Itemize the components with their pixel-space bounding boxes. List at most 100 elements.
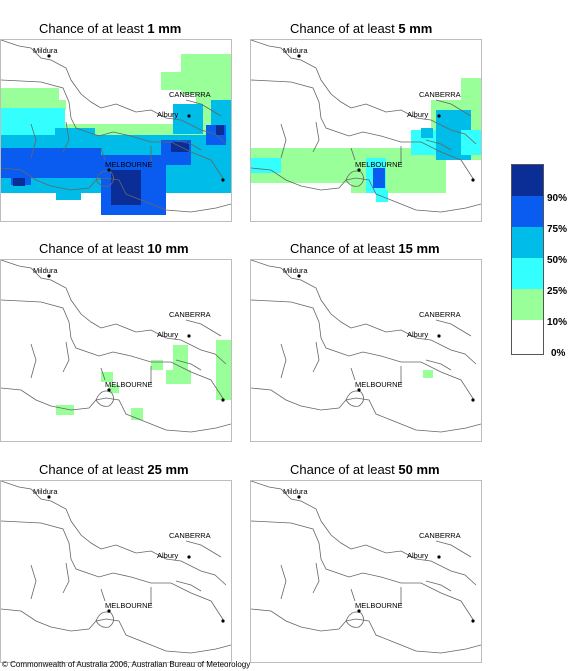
city-marker-melbourne xyxy=(357,609,361,613)
label-mildura: Mildura xyxy=(283,487,308,496)
city-marker-mildura xyxy=(47,274,51,278)
legend-swatch-10 xyxy=(512,289,543,320)
map-10mm: Mildura CANBERRA Albury MELBOURNE xyxy=(0,259,232,442)
act-region-line xyxy=(435,99,472,117)
port-phillip-bay xyxy=(95,611,114,628)
coastline xyxy=(251,167,481,213)
panel-title-50mm: Chance of at least 50 mm xyxy=(290,462,440,477)
legend-swatch-0 xyxy=(512,320,543,351)
probability-cell xyxy=(421,128,433,138)
coastline xyxy=(251,608,481,654)
city-marker-melbourne xyxy=(107,609,111,613)
panel-title-prefix: Chance of at least xyxy=(39,462,148,477)
panel-title-prefix: Chance of at least xyxy=(290,21,399,36)
probability-cell xyxy=(13,178,25,186)
panel-title-amount: 5 mm xyxy=(398,21,433,36)
city-marker-albury xyxy=(437,114,441,118)
panel-title-15mm: Chance of at least 15 mm xyxy=(290,241,440,256)
district-lines xyxy=(280,121,452,164)
legend-tick-10: 10% xyxy=(547,317,568,328)
label-canberra: CANBERRA xyxy=(169,310,211,319)
label-mildura: Mildura xyxy=(33,46,58,55)
region-line xyxy=(1,79,225,181)
legend-swatch-90 xyxy=(512,165,543,196)
act-region-line xyxy=(185,99,222,117)
probability-cell xyxy=(423,370,433,378)
color-legend xyxy=(511,164,544,355)
legend-tick-25: 25% xyxy=(547,286,568,297)
city-marker-albury xyxy=(187,555,191,559)
city-marker-eden xyxy=(471,398,475,402)
coastline xyxy=(1,387,231,433)
panel-title-amount: 25 mm xyxy=(147,462,189,477)
legend-tick-50: 50% xyxy=(547,255,568,266)
probability-cell xyxy=(126,190,138,204)
probability-cell xyxy=(161,72,191,90)
port-phillip-bay xyxy=(345,170,364,187)
act-region-line xyxy=(185,540,222,558)
city-marker-mildura xyxy=(47,495,51,499)
coastline xyxy=(1,608,231,654)
label-albury: Albury xyxy=(407,551,429,560)
district-lines xyxy=(280,562,452,605)
map-50mm: Mildura CANBERRA Albury MELBOURNE xyxy=(250,480,482,663)
city-marker-eden xyxy=(471,178,475,182)
label-melbourne: MELBOURNE xyxy=(355,380,403,389)
panel-title-5mm: Chance of at least 5 mm xyxy=(290,21,432,36)
label-canberra: CANBERRA xyxy=(419,310,461,319)
city-marker-melbourne xyxy=(357,388,361,392)
nsw-border-line xyxy=(251,40,477,145)
probability-cell xyxy=(461,130,481,155)
probability-cell xyxy=(109,385,119,393)
city-marker-mildura xyxy=(297,495,301,499)
act-region-line xyxy=(435,540,472,558)
probability-cell xyxy=(41,100,66,110)
panel-title-amount: 1 mm xyxy=(147,21,182,36)
city-marker-albury xyxy=(187,334,191,338)
district-lines xyxy=(280,341,452,384)
label-mildura: Mildura xyxy=(33,266,58,275)
label-melbourne: MELBOURNE xyxy=(105,380,153,389)
probability-cell xyxy=(216,340,231,400)
city-marker-melbourne xyxy=(107,168,111,172)
region-line xyxy=(251,520,475,622)
label-canberra: CANBERRA xyxy=(169,531,211,540)
label-mildura: Mildura xyxy=(283,266,308,275)
label-albury: Albury xyxy=(157,551,179,560)
panel-title-10mm: Chance of at least 10 mm xyxy=(39,241,189,256)
port-phillip-bay xyxy=(95,390,114,407)
panel-title-prefix: Chance of at least xyxy=(290,462,399,477)
city-marker-eden xyxy=(221,178,225,182)
label-mildura: Mildura xyxy=(33,487,58,496)
legend-swatch-75 xyxy=(512,196,543,227)
probability-cell xyxy=(56,405,74,415)
region-line xyxy=(1,299,225,401)
city-marker-albury xyxy=(437,555,441,559)
panel-title-prefix: Chance of at least xyxy=(39,241,148,256)
act-region-line xyxy=(185,319,222,337)
city-marker-mildura xyxy=(297,54,301,58)
legend-tick-90: 90% xyxy=(547,193,568,204)
label-melbourne: MELBOURNE xyxy=(355,601,403,610)
nsw-border-line xyxy=(1,260,227,365)
port-phillip-bay xyxy=(345,390,364,407)
city-marker-albury xyxy=(437,334,441,338)
map-1mm: Mildura CANBERRA Albury MELBOURNE xyxy=(0,39,232,222)
legend-tick-0: 0% xyxy=(551,348,566,359)
region-line xyxy=(251,299,475,401)
nsw-border-line xyxy=(1,40,227,145)
coastline xyxy=(251,387,481,433)
probability-cell xyxy=(373,168,385,188)
probability-cell xyxy=(216,125,224,135)
city-marker-melbourne xyxy=(107,388,111,392)
map-5mm: Mildura CANBERRA Albury MELBOURNE xyxy=(250,39,482,222)
panel-title-amount: 50 mm xyxy=(398,462,440,477)
act-region-line xyxy=(435,319,472,337)
probability-cell xyxy=(101,372,113,382)
label-mildura: Mildura xyxy=(283,46,308,55)
city-marker-eden xyxy=(221,619,225,623)
city-marker-mildura xyxy=(47,54,51,58)
copyright-notice: © Commonwealth of Australia 2006, Austra… xyxy=(2,660,251,669)
probability-cell xyxy=(151,360,163,370)
probability-cell xyxy=(166,370,191,384)
